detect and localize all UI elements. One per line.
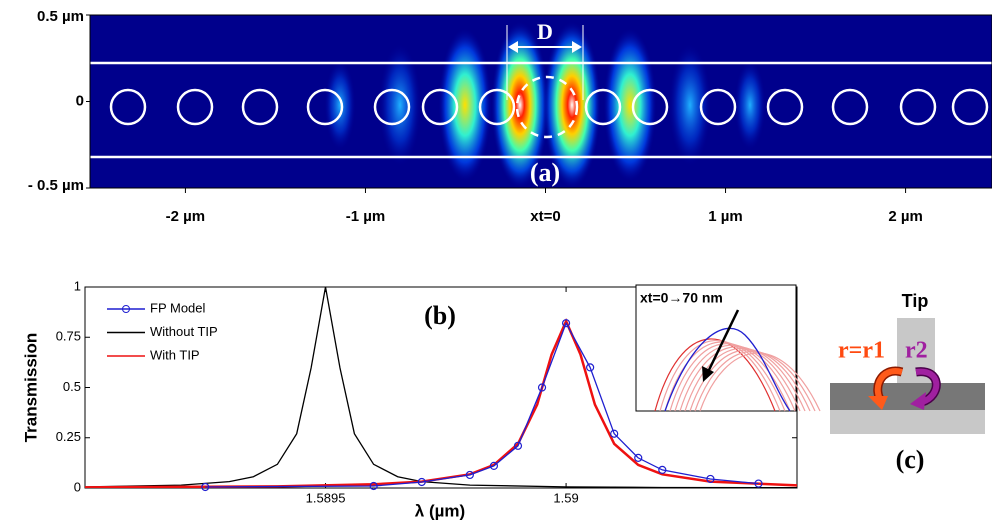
data-point bbox=[658, 465, 667, 475]
field-hotspot bbox=[669, 44, 711, 166]
y-tick-label: 0 bbox=[76, 92, 84, 109]
inset-curve bbox=[664, 341, 786, 412]
tip-position bbox=[515, 75, 579, 139]
data-point bbox=[561, 319, 571, 328]
x-tick-label: 1 µm bbox=[708, 208, 743, 225]
inset-curve bbox=[659, 339, 781, 412]
y-tick-label: 0.75 bbox=[56, 329, 81, 344]
tip-label: Tip bbox=[902, 291, 929, 311]
waveguide bbox=[830, 383, 985, 410]
hole bbox=[951, 88, 989, 126]
panel-b: 0 0.25 0.5 0.75 1 1.5895 1.59 λ (µm) Transmissio… bbox=[21, 278, 821, 520]
inset-arrow bbox=[706, 309, 740, 373]
hole bbox=[766, 88, 804, 126]
legend-label: FP Model bbox=[150, 300, 206, 315]
legend-label: With TIP bbox=[150, 347, 200, 362]
legend-label: Without TIP bbox=[150, 324, 218, 339]
panel-c: Tip r=r1 r2 (c) bbox=[830, 291, 985, 474]
inset-curve bbox=[684, 347, 806, 412]
panel-label: (b) bbox=[424, 301, 456, 330]
data-point bbox=[369, 481, 378, 491]
data-point bbox=[754, 479, 763, 488]
data-point bbox=[465, 470, 474, 480]
r1-label: r=r1 bbox=[838, 338, 885, 364]
annotation: xt=0→70 nm bbox=[640, 290, 723, 306]
x-tick-label: -1 µm bbox=[346, 208, 386, 225]
data-point bbox=[417, 477, 426, 487]
arrow-r2 bbox=[915, 368, 940, 405]
panel-a: D (a) -2 µm -1 µm xt=0 1 µm 2 µm - 0.5 µm 0 0.5 µ… bbox=[28, 8, 992, 225]
inset-curve bbox=[689, 349, 811, 412]
series-line bbox=[85, 287, 797, 488]
hole bbox=[176, 88, 214, 126]
hole bbox=[306, 88, 344, 126]
x-tick-label: 1.5895 bbox=[306, 490, 346, 505]
y-tick-label: 0.25 bbox=[56, 429, 81, 444]
y-tick-label: 0 bbox=[74, 479, 81, 494]
data-point bbox=[610, 429, 619, 438]
hole bbox=[584, 88, 622, 126]
data-point bbox=[586, 363, 595, 372]
field-hotspot bbox=[324, 60, 356, 150]
field-hotspot bbox=[438, 28, 492, 182]
y-tick-label: 0.5 µm bbox=[37, 8, 84, 25]
hole bbox=[478, 88, 516, 126]
x-tick-label: 1.59 bbox=[553, 490, 578, 505]
arrow-head bbox=[868, 396, 888, 410]
hole bbox=[699, 88, 737, 126]
x-tick-label: 2 µm bbox=[888, 208, 923, 225]
hole bbox=[373, 88, 411, 126]
panel-label: (a) bbox=[530, 158, 560, 187]
y-tick-label: - 0.5 µm bbox=[28, 177, 84, 194]
hole bbox=[241, 88, 279, 126]
inset-curve bbox=[694, 351, 816, 412]
field-hotspot bbox=[603, 28, 657, 182]
data-point bbox=[201, 482, 210, 492]
inset-curve bbox=[664, 327, 791, 412]
y-tick-label: 0.5 bbox=[63, 379, 81, 394]
x-axis-label: λ (µm) bbox=[415, 501, 465, 520]
x-tick-label: xt=0 bbox=[530, 208, 560, 225]
inset-curve bbox=[674, 344, 796, 412]
data-point bbox=[513, 441, 523, 450]
hole bbox=[631, 88, 669, 126]
arrow-head bbox=[702, 366, 714, 382]
hole bbox=[899, 88, 937, 126]
inset-curve bbox=[654, 338, 776, 412]
inset-curve bbox=[679, 346, 801, 412]
data-point bbox=[489, 461, 499, 470]
data-point bbox=[634, 453, 643, 462]
data-point bbox=[537, 383, 547, 392]
substrate bbox=[830, 408, 985, 434]
hole bbox=[421, 88, 459, 126]
data-point bbox=[706, 474, 715, 484]
arrow-head bbox=[910, 392, 926, 410]
legend-marker bbox=[122, 305, 130, 313]
inset: xt=0→70 nm bbox=[635, 284, 821, 412]
series-line bbox=[205, 321, 759, 488]
series-line bbox=[85, 318, 797, 488]
inset-curve bbox=[669, 343, 791, 412]
field-hotspot bbox=[379, 44, 421, 166]
hole bbox=[109, 88, 147, 126]
x-tick-label: -2 µm bbox=[166, 208, 206, 225]
y-axis-label: Transmission bbox=[21, 333, 40, 443]
annotation: D bbox=[537, 19, 553, 44]
inset-frame bbox=[635, 284, 797, 412]
field-hotspot bbox=[734, 60, 766, 150]
hole bbox=[831, 88, 869, 126]
y-tick-label: 1 bbox=[74, 278, 81, 293]
panel-label: (c) bbox=[896, 445, 925, 474]
r2-label: r2 bbox=[905, 338, 928, 364]
inset-curve bbox=[699, 352, 821, 412]
